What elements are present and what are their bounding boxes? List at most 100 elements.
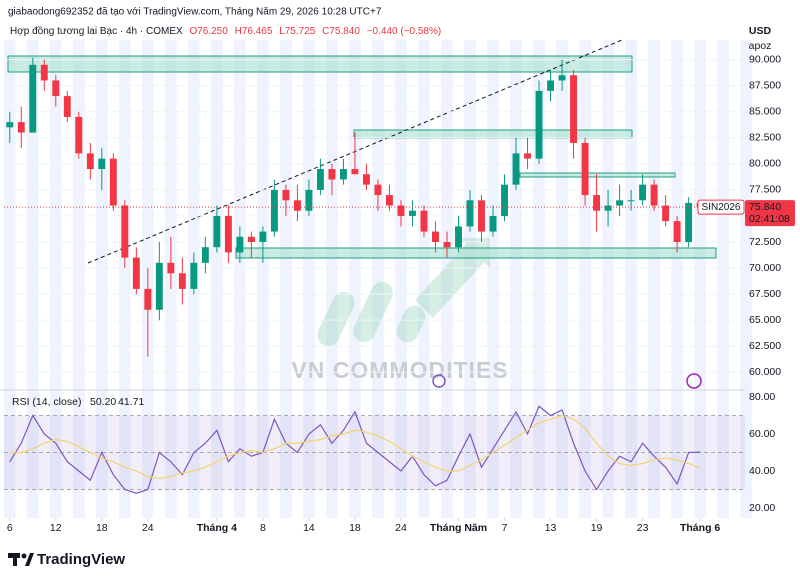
candle-body <box>201 247 209 263</box>
watermark-logo <box>317 238 490 347</box>
y-tick-label: 60.000 <box>749 366 781 378</box>
price-tag-bg <box>745 200 795 227</box>
candle-body <box>362 174 370 185</box>
shading <box>464 40 476 518</box>
candle-body <box>547 80 554 91</box>
rsi-line <box>9 405 701 494</box>
candle-body <box>673 221 681 242</box>
candle-body <box>443 241 451 248</box>
attribution: giabaodong692352 đã tạo với TradingView.… <box>8 7 382 18</box>
candle-body <box>178 273 186 289</box>
y-tick-label: 82.500 <box>749 132 781 144</box>
candle-body <box>305 189 313 211</box>
shading <box>280 40 292 518</box>
candle-body <box>109 158 117 206</box>
candle-body <box>247 236 255 242</box>
candle-body <box>535 90 543 159</box>
x-tick-label: Tháng Năm <box>430 522 487 534</box>
zone <box>7 55 633 73</box>
shading <box>648 40 660 518</box>
candle-body <box>40 64 48 81</box>
ohlc-close: C75.840 <box>322 26 360 37</box>
candle-body <box>374 184 382 196</box>
shading <box>556 40 568 518</box>
candle-body <box>293 200 301 211</box>
x-tick-label: 18 <box>96 522 108 534</box>
alert-icon[interactable] <box>686 373 702 389</box>
y-tick-label: 67.500 <box>749 288 781 300</box>
candle-body <box>650 184 658 206</box>
candle-body <box>420 210 428 232</box>
rsi-band <box>4 415 745 490</box>
candle-body <box>259 231 267 242</box>
rsi-tick-label: 40.00 <box>749 465 775 477</box>
shading <box>50 40 62 518</box>
y-tick-label: 90.000 <box>749 53 781 65</box>
rsi-tick-label: 20.00 <box>749 502 775 514</box>
legend: Hợp đồng tương lai Bạc · 4h · COMEX O76.… <box>10 25 441 37</box>
symbol: Hợp đồng tương lai Bạc · 4h · COMEX <box>10 25 183 37</box>
candle-body <box>190 262 198 289</box>
shading <box>510 40 522 518</box>
x-tick-label: 23 <box>637 522 649 534</box>
y-tick-label: 80.000 <box>749 158 781 170</box>
ohlc-high: H76.465 <box>235 26 273 37</box>
replay-icon[interactable] <box>432 374 446 388</box>
rsi-tick-label: 60.00 <box>749 428 775 440</box>
rsi-tick-label: 80.00 <box>749 391 775 403</box>
candle-body <box>662 205 670 222</box>
plot: 90.00087.50085.00082.50080.00077.50075.0… <box>4 53 795 534</box>
candle-body <box>455 226 462 248</box>
candle-body <box>144 288 152 310</box>
candle-body <box>316 169 324 190</box>
shading <box>119 40 131 518</box>
candle-body <box>351 169 359 175</box>
shading <box>671 40 683 518</box>
zone <box>235 247 717 259</box>
shading <box>717 40 729 518</box>
ohlc-open: O76.250 <box>189 26 228 37</box>
candle-body <box>52 80 60 97</box>
y-tick-label: 85.000 <box>749 105 781 117</box>
footer-logo <box>8 553 34 566</box>
shading <box>257 40 269 518</box>
candle-body <box>29 64 37 133</box>
shading <box>579 40 591 518</box>
candle-body <box>685 202 693 242</box>
candle-body <box>397 205 405 216</box>
candle-body <box>17 122 25 133</box>
candle-body <box>409 210 416 216</box>
shading <box>487 40 499 518</box>
candle-body <box>570 75 578 143</box>
shading <box>694 40 706 518</box>
shading <box>96 40 108 518</box>
y-tick-label: 62.500 <box>749 340 781 352</box>
shading <box>533 40 545 518</box>
x-tick-label: 7 <box>502 522 508 534</box>
x-tick-label: 19 <box>591 522 603 534</box>
shading <box>234 40 246 518</box>
watermark-text: VN COMMODITIES <box>291 357 508 383</box>
candle-body <box>432 231 439 242</box>
symbol-tag-bg <box>697 199 745 215</box>
candle-body <box>478 200 485 232</box>
candle-body <box>581 142 589 196</box>
x-tick-label: 24 <box>142 522 154 534</box>
candle-body <box>121 205 129 258</box>
candle-body <box>466 200 474 227</box>
shading <box>418 40 430 518</box>
currency: USD <box>749 25 772 37</box>
shading <box>349 40 361 518</box>
candle-body <box>155 262 163 310</box>
candle-body <box>489 215 497 232</box>
x-tick-label: 8 <box>260 522 266 534</box>
y-tick-label: 70.000 <box>749 262 781 274</box>
candle-body <box>224 215 232 253</box>
x-tick-label: 6 <box>7 522 13 534</box>
candle-body <box>604 205 612 211</box>
candle-body <box>236 236 244 253</box>
shading <box>395 40 407 518</box>
candle-body <box>6 122 14 128</box>
footer-brand: TradingView <box>37 551 125 568</box>
candle-body <box>512 153 520 185</box>
